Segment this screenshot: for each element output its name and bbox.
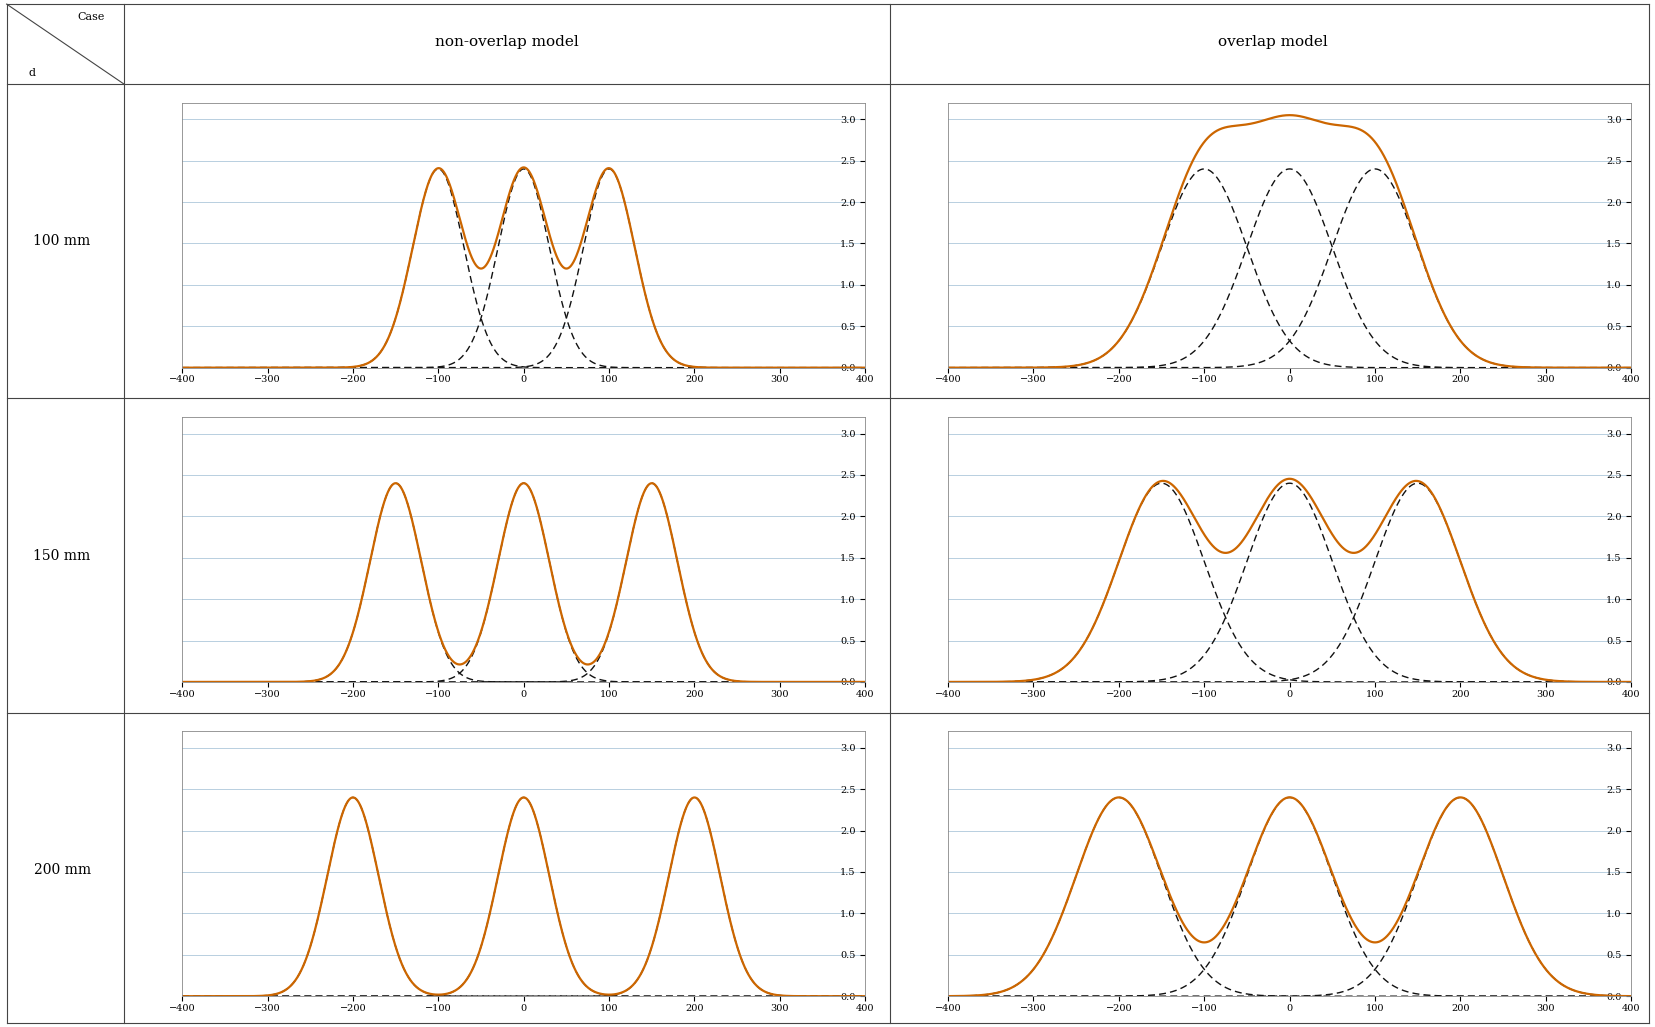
Text: Case: Case (78, 12, 104, 23)
Text: d: d (30, 68, 36, 78)
Text: overlap model: overlap model (1218, 35, 1327, 49)
Text: non-overlap model: non-overlap model (435, 35, 579, 49)
Text: 200 mm: 200 mm (33, 863, 91, 877)
Text: 150 mm: 150 mm (33, 548, 91, 563)
Text: 100 mm: 100 mm (33, 234, 91, 249)
